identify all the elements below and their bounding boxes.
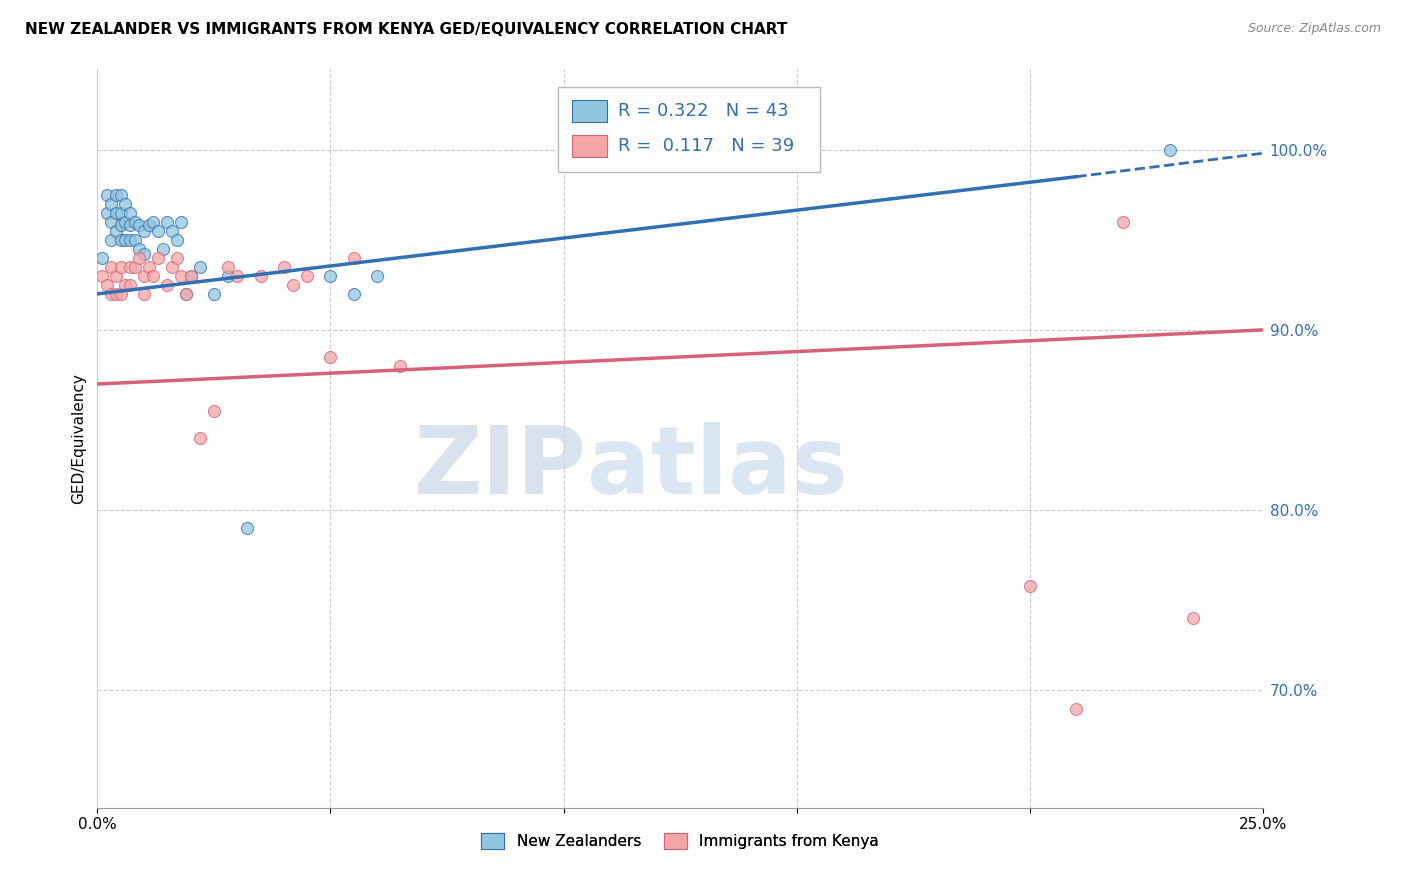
Point — [110, 219, 132, 233]
Point — [160, 224, 183, 238]
Point — [105, 224, 128, 238]
Point — [118, 219, 141, 233]
Point — [91, 251, 114, 265]
Point — [343, 251, 366, 265]
Point — [105, 206, 128, 220]
Point — [114, 233, 136, 247]
Text: R = 0.322   N = 43: R = 0.322 N = 43 — [619, 102, 789, 120]
Point — [124, 260, 146, 274]
Text: Source: ZipAtlas.com: Source: ZipAtlas.com — [1247, 22, 1381, 36]
Legend: New Zealanders, Immigrants from Kenya: New Zealanders, Immigrants from Kenya — [475, 827, 884, 855]
Point — [202, 286, 225, 301]
Point — [1159, 143, 1181, 157]
Point — [132, 268, 155, 283]
Point — [118, 260, 141, 274]
Point — [110, 286, 132, 301]
Point — [100, 215, 122, 229]
Point — [100, 286, 122, 301]
Point — [142, 215, 165, 229]
Point — [389, 359, 412, 373]
Point — [202, 404, 225, 418]
Point — [91, 268, 114, 283]
Point — [105, 286, 128, 301]
Y-axis label: GED/Equivalency: GED/Equivalency — [72, 373, 86, 504]
Point — [217, 260, 239, 274]
Point — [105, 187, 128, 202]
Point — [160, 260, 183, 274]
Point — [96, 187, 118, 202]
Point — [132, 286, 155, 301]
Point — [110, 187, 132, 202]
Point — [118, 233, 141, 247]
Point — [138, 219, 160, 233]
Point — [132, 247, 155, 261]
Point — [124, 233, 146, 247]
Point — [138, 260, 160, 274]
Point — [1112, 215, 1135, 229]
Point — [128, 219, 150, 233]
Point — [1066, 701, 1088, 715]
FancyBboxPatch shape — [558, 87, 820, 172]
Point — [156, 215, 179, 229]
Point — [174, 286, 197, 301]
Point — [146, 224, 169, 238]
Point — [118, 277, 141, 292]
Point — [114, 277, 136, 292]
Point — [114, 215, 136, 229]
Point — [170, 268, 193, 283]
Point — [96, 277, 118, 292]
Point — [170, 215, 193, 229]
Point — [295, 268, 318, 283]
Point — [114, 196, 136, 211]
Point — [128, 242, 150, 256]
Point — [366, 268, 388, 283]
Point — [110, 206, 132, 220]
Text: ZIP: ZIP — [413, 422, 586, 514]
Point — [105, 268, 128, 283]
Point — [124, 215, 146, 229]
Point — [118, 206, 141, 220]
Point — [319, 350, 342, 364]
Point — [156, 277, 179, 292]
FancyBboxPatch shape — [572, 100, 606, 121]
Point — [110, 233, 132, 247]
Point — [180, 268, 202, 283]
Point — [142, 268, 165, 283]
Point — [128, 251, 150, 265]
Point — [96, 206, 118, 220]
Point — [100, 260, 122, 274]
FancyBboxPatch shape — [572, 135, 606, 157]
Point — [343, 286, 366, 301]
Point — [273, 260, 295, 274]
Point — [235, 521, 257, 535]
Point — [188, 431, 211, 445]
Point — [180, 268, 202, 283]
Point — [226, 268, 249, 283]
Point — [100, 233, 122, 247]
Point — [152, 242, 174, 256]
Text: R =  0.117   N = 39: R = 0.117 N = 39 — [619, 137, 794, 155]
Text: atlas: atlas — [586, 422, 848, 514]
Point — [110, 260, 132, 274]
Point — [174, 286, 197, 301]
Point — [166, 233, 188, 247]
Point — [1181, 611, 1204, 625]
Point — [217, 268, 239, 283]
Point — [146, 251, 169, 265]
Point — [132, 224, 155, 238]
Point — [1018, 579, 1040, 593]
Point — [319, 268, 342, 283]
Point — [281, 277, 304, 292]
Point — [188, 260, 211, 274]
Point — [100, 196, 122, 211]
Point — [166, 251, 188, 265]
Text: NEW ZEALANDER VS IMMIGRANTS FROM KENYA GED/EQUIVALENCY CORRELATION CHART: NEW ZEALANDER VS IMMIGRANTS FROM KENYA G… — [25, 22, 787, 37]
Point — [249, 268, 271, 283]
